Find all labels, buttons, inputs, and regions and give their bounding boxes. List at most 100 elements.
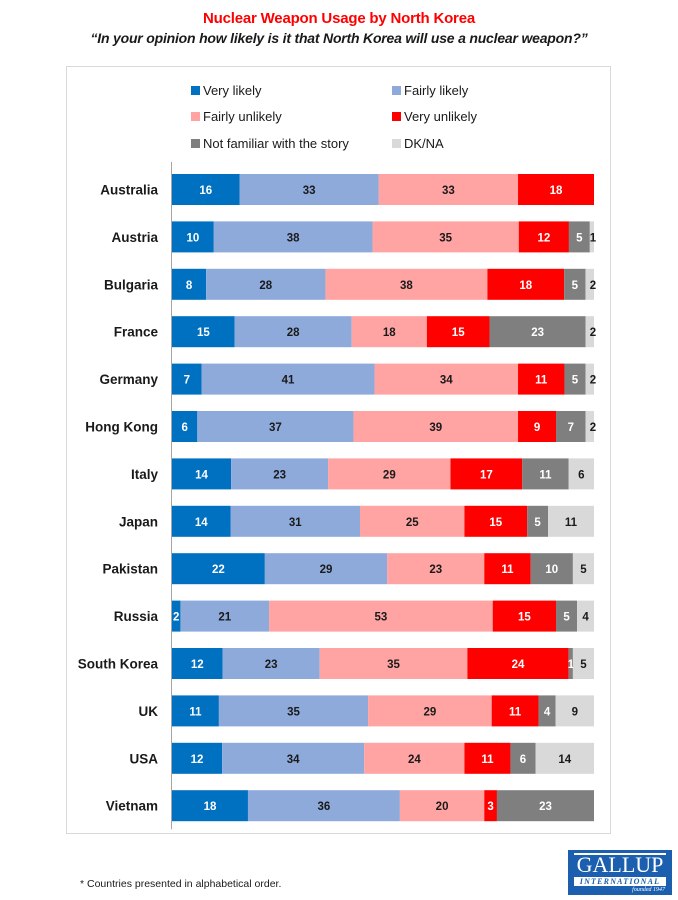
data-label: 35: [439, 232, 452, 244]
category-label: UK: [139, 704, 159, 719]
gallup-international-logo: GALLUP INTERNATIONAL founded 1947: [568, 850, 672, 895]
data-label: 25: [406, 517, 419, 529]
bar-row-pakistan: Pakistan 22 29 23 11 10 5: [102, 553, 594, 585]
bar-segment-dk-na: [555, 695, 594, 727]
bar-segment-very-likely: [172, 505, 231, 537]
logo-band: INTERNATIONAL: [574, 877, 666, 886]
data-label: 23: [273, 469, 286, 481]
bar-segment-very-unlikely: [518, 221, 569, 253]
bar-segment-very-unlikely: [487, 268, 565, 300]
bar-segment-not-familiar-with-the-story: [510, 742, 536, 774]
bar-segment-fairly-unlikely: [360, 505, 465, 537]
category-label: Austria: [111, 230, 158, 245]
bar-row-australia: Australia 16 33 33 18: [100, 174, 594, 205]
bar-segment-fairly-unlikely: [353, 411, 519, 442]
data-label: 5: [576, 232, 583, 244]
data-label: 15: [452, 327, 465, 339]
data-label: 6: [578, 469, 584, 481]
bar-segment-very-likely: [172, 268, 207, 300]
data-label: 17: [480, 469, 493, 481]
category-label: Vietnam: [106, 799, 158, 814]
data-label: 24: [512, 659, 525, 671]
data-label: 15: [197, 327, 210, 339]
bar-segment-fairly-unlikely: [269, 600, 493, 632]
bar-segment-dk-na: [585, 363, 594, 395]
bar-segment-very-likely: [172, 411, 198, 442]
bar-segment-not-familiar-with-the-story: [522, 458, 569, 490]
bar-segment-very-likely: [172, 790, 248, 822]
bar-row-uk: UK 11 35 29 11 4 9: [139, 695, 594, 727]
legend-item-fairly-unlikely: Fairly unlikely: [191, 110, 282, 124]
data-label: 38: [287, 232, 300, 244]
bar-segment-fairly-unlikely: [319, 648, 468, 679]
legend-label: Not familiar with the story: [203, 136, 349, 151]
legend-swatch: [392, 86, 401, 95]
data-label: 6: [181, 422, 187, 434]
data-label: 5: [534, 517, 541, 529]
legend-label: Fairly unlikely: [203, 109, 282, 124]
data-label: 28: [259, 280, 272, 292]
data-label: 5: [572, 375, 579, 387]
bar-row-russia: Russia 2 21 53 15 5 4: [114, 600, 594, 632]
data-label: 29: [423, 706, 436, 718]
legend-swatch: [191, 86, 200, 95]
data-label: 10: [545, 564, 558, 576]
category-label: Germany: [99, 372, 158, 387]
data-label: 5: [572, 280, 579, 292]
bar-segment-dk-na: [585, 316, 594, 348]
bar-segment-not-familiar-with-the-story: [556, 411, 586, 442]
data-label: 22: [212, 564, 225, 576]
category-label: France: [114, 325, 159, 340]
bar-segment-fairly-unlikely: [378, 174, 519, 205]
data-label: 16: [199, 185, 212, 197]
data-label: 29: [383, 469, 396, 481]
bar-segment-very-unlikely: [491, 695, 539, 727]
chart-subtitle: “In your opinion how likely is it that N…: [90, 30, 588, 46]
bar-segment-very-likely: [172, 648, 223, 679]
bar-segment-dk-na: [572, 648, 594, 679]
bar-row-france: France 15 28 18 15 23 2: [114, 316, 596, 348]
bar-segment-very-unlikely: [484, 790, 497, 822]
data-label: 23: [265, 659, 278, 671]
data-label: 33: [442, 185, 455, 197]
bar-segment-not-familiar-with-the-story: [556, 600, 578, 632]
data-label: 9: [534, 422, 540, 434]
chart-frame: [66, 66, 611, 834]
data-label: 5: [580, 659, 587, 671]
data-label: 10: [186, 232, 199, 244]
data-label: 3: [487, 801, 493, 813]
legend-item-fairly-likely: Fairly likely: [392, 84, 468, 98]
bar-row-bulgaria: Bulgaria 8 28 38 18 5 2: [104, 268, 596, 300]
data-label: 14: [195, 469, 208, 481]
data-label: 35: [387, 659, 400, 671]
data-label: 4: [544, 706, 551, 718]
bar-segment-not-familiar-with-the-story: [568, 648, 573, 679]
legend-item-not-familiar-with-the-story: Not familiar with the story: [191, 137, 349, 151]
bar-segment-fairly-likely: [230, 505, 361, 537]
data-label: 2: [173, 612, 179, 624]
bar-row-usa: USA 12 34 24 11 6 14: [129, 742, 594, 774]
bar-segment-very-unlikely: [484, 553, 531, 585]
bar-segment-fairly-unlikely: [372, 221, 519, 253]
bar-row-south-korea: South Korea 12 23 35 24 1 5: [78, 648, 594, 679]
data-label: 1: [590, 232, 597, 244]
category-label: Japan: [119, 514, 158, 529]
bar-segment-very-unlikely: [450, 458, 523, 490]
data-label: 11: [501, 564, 514, 576]
data-label: 8: [186, 280, 193, 292]
legend-item-very-likely: Very likely: [191, 84, 262, 98]
bar-segment-not-familiar-with-the-story: [489, 316, 586, 348]
data-label: 11: [189, 706, 202, 718]
data-label: 18: [383, 327, 396, 339]
bar-segment-fairly-unlikely: [364, 742, 465, 774]
bar-segment-very-unlikely: [464, 742, 511, 774]
bar-segment-very-unlikely: [518, 363, 565, 395]
bar-segment-very-unlikely: [492, 600, 557, 632]
data-label: 53: [374, 612, 387, 624]
data-label: 34: [287, 754, 300, 766]
data-label: 15: [518, 612, 531, 624]
legend-swatch: [392, 112, 401, 121]
data-label: 18: [519, 280, 532, 292]
data-label: 4: [582, 612, 589, 624]
